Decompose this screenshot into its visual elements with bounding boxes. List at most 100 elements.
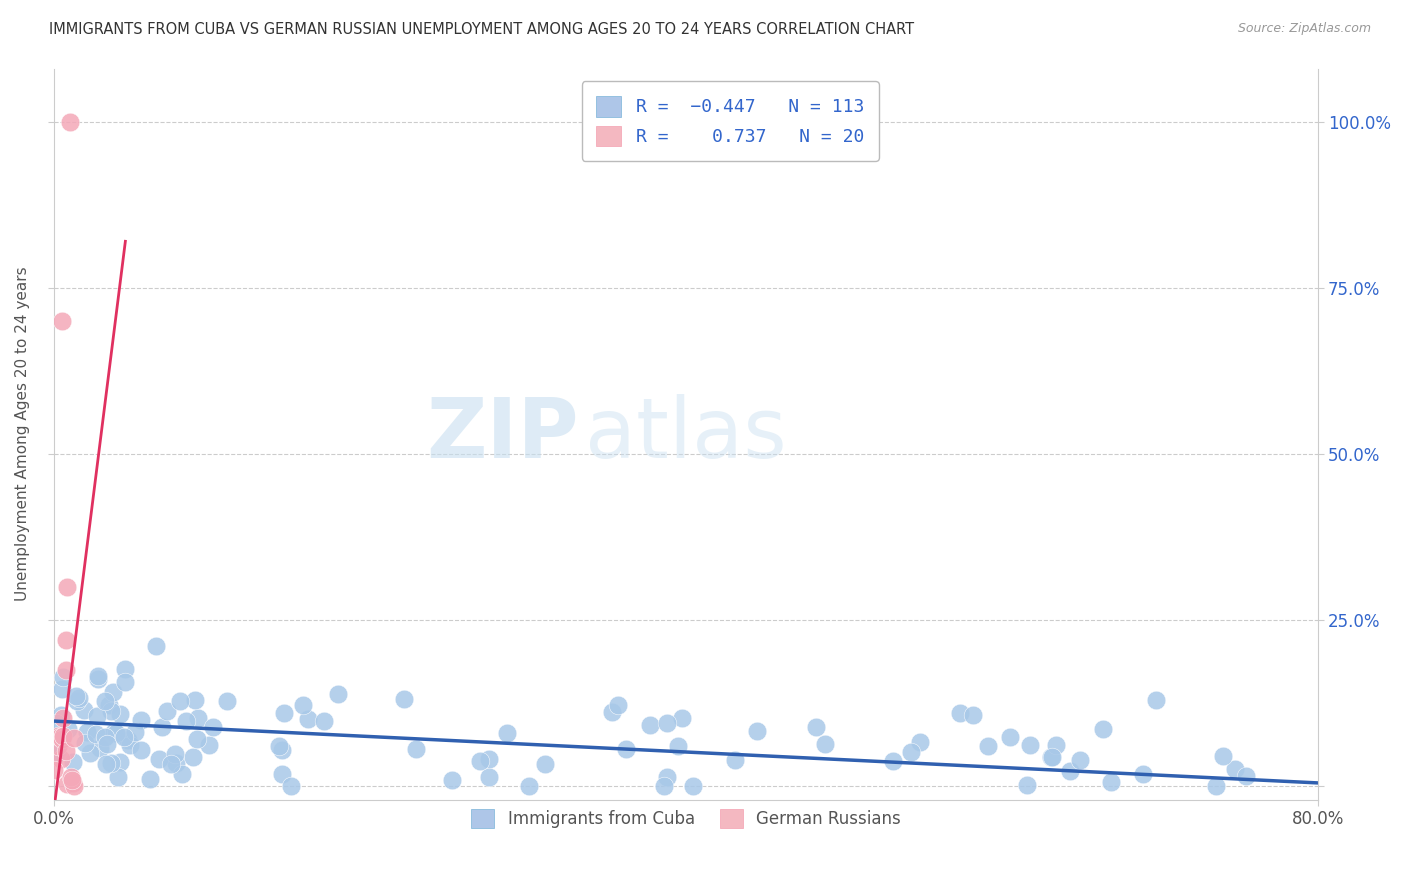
Point: [51, 681, 73, 696]
Point: [117, 733, 139, 747]
Point: [394, 692, 416, 706]
Point: [114, 662, 136, 676]
Point: [900, 745, 922, 759]
Point: [468, 754, 491, 768]
Point: [181, 750, 204, 764]
Point: [1019, 738, 1042, 752]
Point: [73, 736, 96, 750]
Point: [107, 771, 129, 785]
Point: [108, 707, 131, 722]
Point: [174, 714, 197, 729]
Point: [1040, 750, 1063, 764]
Point: [186, 731, 208, 746]
Point: [148, 752, 170, 766]
Point: [104, 725, 127, 739]
Point: [614, 742, 637, 756]
Point: [652, 779, 675, 793]
Point: [103, 725, 125, 739]
Point: [89, 741, 111, 756]
Point: [187, 711, 209, 725]
Point: [814, 737, 837, 751]
Point: [197, 738, 219, 752]
Point: [79, 747, 101, 761]
Point: [1059, 764, 1081, 779]
Point: [496, 726, 519, 740]
Point: [87, 672, 110, 686]
Point: [478, 771, 501, 785]
Point: [51, 711, 73, 725]
Text: ZIP: ZIP: [426, 393, 578, 475]
Text: Source: ZipAtlas.com: Source: ZipAtlas.com: [1237, 22, 1371, 36]
Point: [1234, 769, 1257, 783]
Point: [98, 698, 121, 712]
Point: [45, 716, 67, 731]
Point: [67, 691, 90, 706]
Point: [312, 714, 335, 728]
Point: [56, 580, 79, 594]
Point: [655, 770, 678, 784]
Point: [52, 670, 75, 684]
Point: [271, 766, 294, 780]
Point: [45, 746, 67, 760]
Point: [882, 755, 904, 769]
Point: [1132, 767, 1154, 781]
Point: [267, 739, 290, 753]
Point: [291, 698, 314, 712]
Point: [172, 766, 194, 780]
Point: [55, 744, 77, 758]
Point: [131, 743, 153, 757]
Point: [129, 713, 152, 727]
Point: [66, 694, 89, 708]
Point: [138, 772, 160, 786]
Point: [94, 694, 117, 708]
Point: [183, 692, 205, 706]
Point: [747, 723, 769, 738]
Point: [51, 731, 73, 746]
Point: [94, 730, 117, 744]
Point: [96, 737, 118, 751]
Point: [63, 731, 86, 745]
Point: [49, 732, 72, 747]
Point: [600, 706, 623, 720]
Point: [1099, 775, 1122, 789]
Point: [65, 690, 87, 704]
Point: [101, 684, 124, 698]
Point: [51, 314, 73, 328]
Point: [46, 739, 69, 754]
Point: [169, 694, 191, 708]
Point: [100, 756, 122, 770]
Point: [949, 706, 972, 721]
Point: [1223, 762, 1246, 776]
Point: [638, 718, 661, 732]
Point: [1045, 738, 1067, 752]
Point: [977, 739, 1000, 753]
Point: [96, 757, 118, 772]
Point: [145, 639, 167, 653]
Legend: Immigrants from Cuba, German Russians: Immigrants from Cuba, German Russians: [464, 803, 908, 835]
Point: [534, 756, 557, 771]
Point: [671, 711, 693, 725]
Point: [63, 779, 86, 793]
Point: [59, 771, 82, 785]
Point: [118, 738, 141, 752]
Point: [108, 756, 131, 770]
Point: [150, 720, 173, 734]
Point: [124, 725, 146, 739]
Point: [1015, 778, 1038, 792]
Point: [165, 756, 187, 771]
Point: [655, 715, 678, 730]
Point: [86, 709, 108, 723]
Point: [76, 725, 98, 739]
Point: [160, 757, 183, 772]
Point: [297, 712, 319, 726]
Point: [1040, 750, 1063, 764]
Point: [441, 773, 464, 788]
Point: [112, 731, 135, 745]
Point: [215, 693, 238, 707]
Point: [51, 708, 73, 723]
Point: [517, 779, 540, 793]
Point: [1212, 748, 1234, 763]
Point: [1069, 753, 1091, 767]
Point: [806, 720, 828, 734]
Point: [478, 752, 501, 766]
